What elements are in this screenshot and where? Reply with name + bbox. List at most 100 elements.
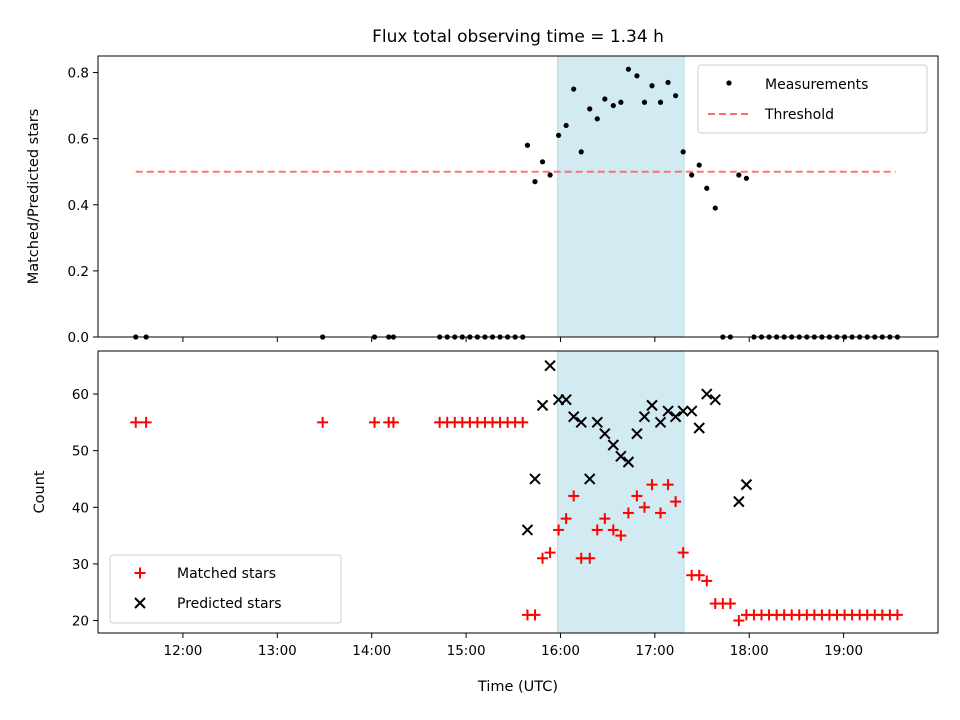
- measurement-point: [610, 102, 616, 109]
- bottom-y-tick-label: 50: [72, 444, 89, 460]
- top-legend: Measurements Threshold: [697, 64, 928, 134]
- x-tick-label: 13:00: [258, 643, 297, 659]
- predicted-star-point: [544, 360, 556, 372]
- legend-plus: [134, 567, 146, 579]
- measurement-point: [587, 106, 593, 112]
- matched-star-point: [638, 501, 650, 513]
- matched-star-point: [517, 416, 529, 428]
- predicted-star-point: [638, 410, 651, 423]
- measurement-point: [649, 83, 655, 89]
- matched-star-point: [529, 609, 541, 621]
- top-axis-ticks: 0.0 0.2 0.4 0.6 0.8: [68, 66, 845, 346]
- predicted-star-point: [584, 473, 596, 485]
- top-y-tick-label: 0.6: [68, 132, 89, 148]
- legend-threshold-label: Threshold: [764, 107, 834, 123]
- bottom-axis-ticks: 20 30 40 50 60 12:00 13:00 14:00 15:00 16:00 17:00…: [72, 387, 863, 659]
- predicted-stars-points: [521, 360, 753, 536]
- measurement-point: [594, 116, 600, 122]
- legend-measurements-label: Measurements: [765, 77, 868, 93]
- predicted-star-point: [560, 393, 572, 406]
- measurement-point: [602, 96, 608, 102]
- predicted-star-point: [536, 399, 549, 412]
- measurement-point: [689, 172, 695, 178]
- top-y-tick-label: 0.0: [68, 330, 89, 346]
- predicted-star-point: [622, 456, 635, 468]
- predicted-star-point: [677, 405, 689, 417]
- predicted-star-point: [575, 416, 587, 429]
- measurement-point: [547, 172, 553, 178]
- x-tick-label: 15:00: [447, 643, 486, 659]
- matched-star-point: [560, 513, 572, 525]
- legend-matched-label: Matched stars: [177, 566, 276, 582]
- matched-star-point: [584, 552, 596, 564]
- matched-star-point: [670, 496, 682, 508]
- measurement-point: [524, 142, 531, 148]
- bottom-panel: 20 30 40 50 60 12:00 13:00 14:00 15:00 16:00 17:00…: [32, 350, 939, 695]
- bottom-y-tick-label: 30: [72, 557, 89, 573]
- measurement-point: [673, 93, 679, 99]
- matched-star-point: [701, 575, 713, 587]
- measurement-point: [657, 99, 664, 105]
- matched-star-point: [631, 490, 643, 502]
- observing-span-bottom: [557, 350, 685, 634]
- matched-star-point: [733, 615, 745, 627]
- predicted-star-point: [567, 410, 580, 423]
- measurement-point: [539, 159, 546, 165]
- predicted-star-point: [662, 405, 674, 417]
- matched-star-point: [369, 416, 381, 428]
- matched-star-point: [615, 530, 627, 542]
- matched-star-point: [655, 507, 667, 519]
- matched-star-point: [140, 416, 152, 428]
- legend-predicted-label: Predicted stars: [177, 596, 282, 612]
- predicted-star-point: [693, 422, 705, 434]
- bottom-y-tick-label: 40: [72, 500, 89, 516]
- matched-star-point: [130, 416, 142, 428]
- measurement-point: [532, 179, 538, 185]
- legend-predicted-marker: [134, 597, 146, 609]
- legend-matched-marker: [134, 567, 146, 579]
- top-axes-frame: [97, 55, 939, 338]
- measurement-point: [665, 79, 671, 86]
- top-legend-box: [697, 64, 928, 134]
- measurement-point: [736, 172, 742, 178]
- measurement-point: [704, 185, 710, 191]
- measurement-point: [618, 99, 624, 105]
- predicted-star-point: [646, 399, 658, 412]
- matched-star-point: [622, 507, 634, 519]
- x-tick-label: 17:00: [635, 643, 674, 659]
- predicted-star-point: [654, 416, 667, 429]
- predicted-star-point: [615, 450, 627, 463]
- matched-star-point: [387, 416, 399, 428]
- matched-star-point: [891, 609, 903, 621]
- x-tick-label: 12:00: [163, 643, 202, 659]
- matched-stars-points: [130, 416, 903, 627]
- predicted-star-point: [599, 427, 611, 440]
- x-axis-label: Time (UTC): [477, 679, 558, 695]
- x-tick-label: 14:00: [352, 643, 391, 659]
- measurement-point: [743, 175, 750, 181]
- predicted-star-point: [529, 473, 541, 485]
- x-tick-label: 19:00: [824, 643, 863, 659]
- chart-title: Flux total observing time = 1.34 h: [372, 27, 664, 47]
- predicted-star-point: [740, 478, 753, 491]
- predicted-star-point: [607, 439, 620, 451]
- matched-star-point: [677, 547, 689, 559]
- measurement-point: [634, 73, 640, 79]
- predicted-star-point: [521, 524, 534, 536]
- matched-star-point: [724, 598, 736, 610]
- bottom-axes-frame: [97, 350, 939, 634]
- top-panel: 0.0 0.2 0.4 0.6 0.8 Flux total observing tim…: [26, 27, 939, 346]
- predicted-star-point: [591, 416, 603, 429]
- measurement-point: [578, 149, 584, 155]
- top-y-tick-label: 0.4: [68, 198, 89, 214]
- bottom-y-tick-label: 60: [72, 387, 89, 403]
- bottom-y-axis-label: Count: [32, 470, 48, 513]
- top-y-axis-label: Matched/Predicted stars: [26, 109, 42, 285]
- measurement-point: [625, 66, 632, 72]
- matched-star-point: [568, 490, 580, 502]
- matched-star-point: [544, 547, 556, 559]
- predicted-star-point: [685, 405, 698, 417]
- matched-star-point: [662, 479, 674, 491]
- matched-star-point: [607, 524, 619, 536]
- top-y-tick-label: 0.8: [68, 66, 89, 82]
